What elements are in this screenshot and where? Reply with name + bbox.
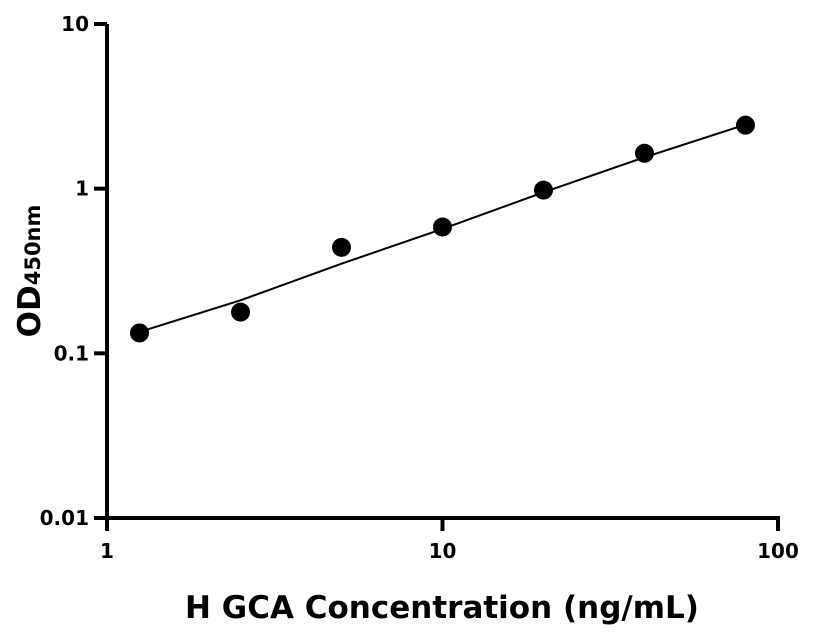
x-axis-label: H GCA Concentration (ng/mL) — [185, 590, 699, 626]
data-point — [735, 115, 755, 135]
y-tick-label: 10 — [61, 12, 89, 36]
y-tick-label: 0.1 — [54, 341, 89, 365]
y-tick-label: 1 — [75, 177, 89, 201]
data-points — [130, 115, 755, 343]
x-tick-label: 1 — [100, 539, 114, 563]
axes: 1 10 100 0.01 0.1 1 10 — [40, 12, 799, 563]
data-point — [231, 302, 251, 322]
y-axis-label: OD450nm — [12, 205, 48, 338]
x-tick-label: 100 — [757, 539, 799, 563]
data-point — [130, 323, 150, 343]
y-axis-label-sub: 450nm — [21, 205, 45, 286]
y-axis-label-main: OD — [12, 285, 48, 337]
y-tick-label: 0.01 — [40, 506, 89, 530]
x-tick-label: 10 — [429, 539, 457, 563]
data-point — [433, 217, 452, 237]
data-point — [634, 143, 654, 163]
data-point — [533, 180, 553, 200]
data-point — [332, 237, 352, 257]
